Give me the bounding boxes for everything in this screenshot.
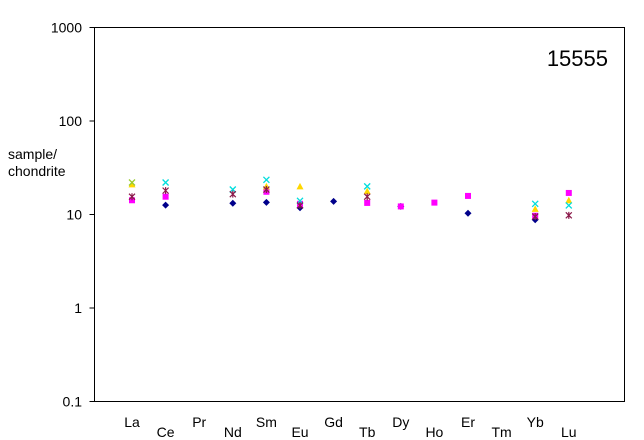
data-point [129, 197, 135, 204]
data-point [162, 179, 170, 186]
data-point [262, 186, 270, 194]
data-point [229, 199, 237, 207]
data-point [363, 193, 371, 201]
data-point [262, 198, 270, 206]
chart-title: 15555 [547, 46, 608, 71]
plot-frame [94, 27, 625, 402]
data-point [128, 193, 136, 201]
x-tick-label: Ce [157, 424, 175, 440]
data-point [531, 205, 539, 212]
data-point [162, 193, 169, 200]
data-point [330, 197, 338, 205]
data-point [565, 211, 573, 219]
y-tick-label: 1 [74, 300, 82, 316]
data-points [128, 176, 573, 224]
data-point [531, 213, 539, 221]
data-point [162, 187, 170, 195]
y-tick-label: 100 [59, 113, 83, 129]
x-tick-label: Er [461, 414, 475, 430]
data-point [565, 201, 573, 209]
y-tick-label: 0.1 [63, 394, 83, 410]
data-point [128, 180, 136, 188]
y-axis-label: sample/ chondrite [8, 146, 66, 179]
x-tick-label: Dy [392, 414, 409, 430]
data-point [296, 182, 304, 190]
data-point [162, 201, 170, 209]
data-point [262, 176, 270, 184]
data-point [464, 209, 472, 217]
x-tick-label: Sm [256, 414, 277, 430]
data-point [565, 189, 572, 196]
data-point [128, 179, 136, 186]
x-tick-label: Yb [527, 414, 544, 430]
data-point [229, 190, 237, 198]
y-tick-label: 1000 [51, 20, 82, 36]
data-point [397, 203, 404, 210]
data-point [465, 192, 471, 199]
data-point [531, 200, 539, 208]
y-axis-ticks: 0.1 1 10 100 1000 [51, 20, 95, 410]
x-tick-label: La [124, 414, 140, 430]
data-point [364, 199, 371, 206]
data-point [363, 187, 371, 195]
data-point [431, 199, 438, 206]
x-tick-label: Tm [491, 424, 511, 440]
data-point [565, 196, 573, 204]
data-point [363, 182, 371, 190]
data-point [296, 201, 304, 209]
x-axis-labels: La Ce Pr Nd Sm Eu Gd Tb Dy Ho Er Tm Yb Lu [124, 414, 576, 440]
x-tick-label: Tb [359, 424, 376, 440]
x-tick-label: Ho [425, 424, 443, 440]
x-tick-label: Gd [324, 414, 343, 430]
x-tick-label: Pr [192, 414, 206, 430]
x-tick-label: Nd [224, 424, 242, 440]
y-tick-label: 10 [66, 207, 82, 223]
x-tick-label: Eu [291, 424, 308, 440]
x-tick-label: Lu [561, 424, 577, 440]
